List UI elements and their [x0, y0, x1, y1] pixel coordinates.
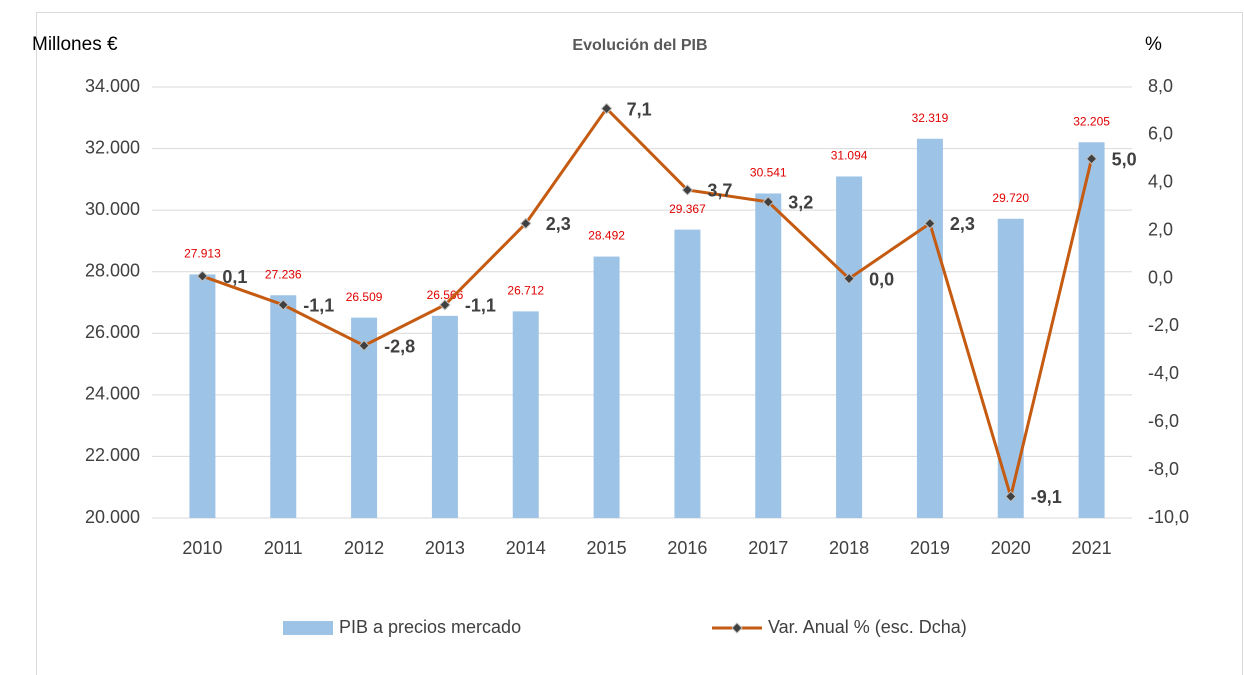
y-tick-label: 26.000 [85, 322, 140, 342]
x-tick-label: 2016 [667, 538, 707, 558]
bar-value-label: 26.509 [346, 290, 383, 304]
line-value-label: 2,3 [546, 214, 571, 234]
bar [755, 193, 782, 518]
bar-value-label: 29.367 [669, 202, 706, 216]
y2-tick-label: -6,0 [1148, 411, 1179, 431]
y2-tick-label: 8,0 [1148, 76, 1173, 96]
legend-swatch [283, 621, 333, 635]
y-tick-label: 32.000 [85, 137, 140, 157]
line-marker [358, 339, 370, 352]
line-marker [600, 102, 613, 115]
bar-value-label: 27.913 [184, 247, 221, 261]
x-tick-label: 2021 [1072, 538, 1112, 558]
line-value-label: 5,0 [1112, 150, 1137, 170]
y-axis-label: Millones € [32, 34, 118, 55]
bar [593, 256, 620, 518]
line [201, 106, 1094, 503]
bar [916, 138, 943, 518]
line-marker [439, 299, 451, 311]
x-tick-label: 2014 [506, 538, 546, 558]
line-value-label: -1,1 [465, 296, 496, 316]
y2-tick-label: 0,0 [1148, 267, 1173, 287]
bar [270, 295, 297, 518]
bar [189, 274, 216, 518]
line-value-label: 3,7 [707, 181, 732, 201]
y2-tick-label: -4,0 [1148, 363, 1179, 383]
legend-label: PIB a precios mercado [339, 617, 521, 637]
y-tick-label: 22.000 [85, 445, 140, 465]
line-value-label: 2,3 [950, 214, 975, 234]
y2-tick-label: 4,0 [1148, 172, 1173, 192]
line-value-label: 3,2 [788, 193, 813, 213]
bar [836, 176, 863, 518]
line-value-label: 0,1 [222, 267, 247, 287]
line-value-label: -2,8 [384, 336, 415, 356]
x-tick-label: 2015 [587, 538, 627, 558]
line-value-label: -9,1 [1031, 487, 1062, 507]
line-value-label: -1,1 [303, 296, 334, 316]
bar-value-label: 32.205 [1073, 114, 1110, 128]
line-marker [1085, 153, 1098, 165]
bar-value-label: 30.541 [750, 166, 787, 180]
y-tick-label: 34.000 [85, 76, 140, 96]
y2-tick-label: -2,0 [1148, 315, 1179, 335]
chart-frame [36, 12, 1243, 675]
line-marker [762, 196, 774, 208]
line-marker [681, 184, 694, 196]
x-tick-label: 2013 [425, 538, 465, 558]
y2-axis-label: % [1145, 34, 1162, 55]
chart-title: Evolución del PIB [572, 37, 707, 54]
y-tick-label: 20.000 [85, 507, 140, 527]
x-tick-label: 2011 [264, 538, 303, 558]
bar-value-label: 28.492 [588, 229, 625, 243]
legend-marker [731, 622, 743, 634]
bar [674, 229, 701, 518]
bar-value-label: 27.236 [265, 267, 302, 281]
line-marker [277, 299, 289, 311]
x-tick-label: 2012 [344, 538, 384, 558]
line-marker [520, 217, 532, 230]
y-tick-label: 28.000 [85, 260, 140, 280]
bar-value-label: 32.319 [912, 111, 949, 125]
line-marker [924, 217, 936, 230]
bar [997, 218, 1024, 518]
bar [512, 311, 539, 518]
x-tick-label: 2019 [910, 538, 950, 558]
x-tick-label: 2020 [991, 538, 1031, 558]
bar-value-label: 31.094 [831, 149, 868, 163]
line-marker [196, 270, 209, 282]
bar-value-label: 26.566 [427, 288, 464, 302]
x-tick-label: 2018 [829, 538, 869, 558]
bar [1078, 142, 1105, 518]
y2-tick-label: 6,0 [1148, 124, 1173, 144]
y2-tick-label: -8,0 [1148, 459, 1179, 479]
line-marker [1005, 490, 1017, 503]
y2-tick-label: -10,0 [1148, 507, 1189, 527]
y-tick-label: 30.000 [85, 199, 140, 219]
y-tick-label: 24.000 [85, 384, 140, 404]
bar-value-label: 29.720 [992, 191, 1029, 205]
bar-value-label: 26.712 [507, 284, 544, 298]
x-tick-label: 2017 [748, 538, 788, 558]
legend-label: Var. Anual % (esc. Dcha) [768, 617, 967, 637]
line-value-label: 0,0 [869, 269, 894, 289]
x-tick-label: 2010 [182, 538, 222, 558]
bar [431, 315, 458, 518]
y2-tick-label: 2,0 [1148, 219, 1173, 239]
line-marker [843, 272, 855, 285]
line-value-label: 7,1 [627, 99, 652, 119]
